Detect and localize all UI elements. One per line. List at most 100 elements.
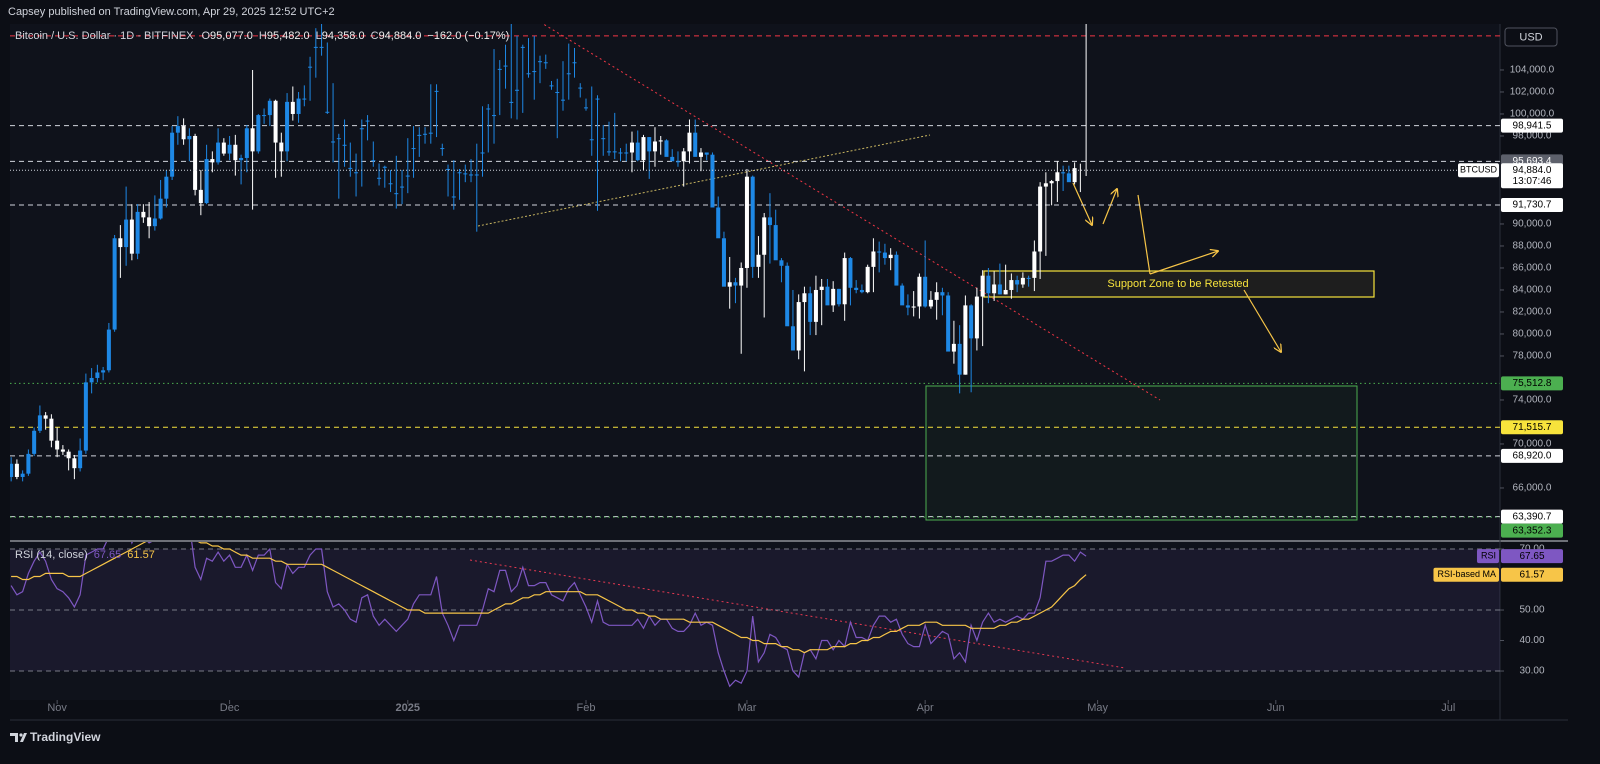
candle-body bbox=[147, 217, 152, 227]
candle-body bbox=[572, 62, 577, 64]
price-pane bbox=[10, 24, 1500, 540]
candle-body bbox=[83, 382, 88, 451]
candle-body bbox=[417, 134, 422, 136]
legend-value: 95,482.0 bbox=[267, 30, 310, 42]
candle-body bbox=[750, 176, 755, 267]
candle-body bbox=[302, 98, 307, 100]
candle-body bbox=[457, 172, 462, 174]
arrow bbox=[1137, 194, 1151, 275]
candle-body bbox=[313, 46, 318, 48]
candle-body bbox=[693, 132, 698, 157]
y-tick-label: 74,000.0 bbox=[1513, 395, 1552, 406]
x-tick-label: Dec bbox=[220, 702, 240, 714]
candle-body bbox=[158, 198, 163, 219]
candle-body bbox=[187, 135, 192, 140]
candle-body bbox=[946, 295, 951, 352]
candle-body bbox=[905, 305, 910, 308]
candle-body bbox=[221, 142, 226, 154]
candle-body bbox=[118, 238, 123, 248]
candle-body bbox=[1066, 173, 1071, 183]
candle-body bbox=[859, 289, 864, 293]
level-label-box bbox=[1501, 376, 1563, 391]
x-tick-label: Feb bbox=[577, 702, 596, 714]
candle-body bbox=[923, 276, 928, 307]
candle-body bbox=[940, 292, 945, 296]
x-tick-label: Jun bbox=[1267, 702, 1285, 714]
candle-body bbox=[779, 260, 784, 266]
currency: USD bbox=[1519, 31, 1542, 43]
candle-body bbox=[359, 128, 364, 130]
level-label: 71,515.7 bbox=[1513, 422, 1552, 433]
candle-body bbox=[365, 120, 370, 122]
candle-body bbox=[382, 166, 387, 168]
candle-body bbox=[348, 167, 353, 169]
trendline bbox=[542, 24, 1161, 401]
candle-body bbox=[32, 430, 37, 454]
symbol-tag: BTCUSD bbox=[1460, 165, 1498, 175]
y-tick-label: 100,000.0 bbox=[1510, 109, 1555, 120]
candle-body bbox=[1049, 181, 1054, 184]
rsi-legend-value: 61.57 bbox=[127, 549, 155, 561]
candle-body bbox=[882, 252, 887, 259]
candle-body bbox=[66, 451, 71, 459]
currency-box bbox=[1504, 27, 1558, 47]
x-tick-label: Jul bbox=[1441, 702, 1455, 714]
candle-body bbox=[509, 101, 514, 103]
y-tick-label: 102,000.0 bbox=[1510, 87, 1555, 98]
candle-body bbox=[129, 219, 134, 254]
rsi-tag-box bbox=[1433, 567, 1499, 582]
candle-body bbox=[951, 343, 956, 352]
candle-body bbox=[204, 159, 209, 204]
x-tick-label: Nov bbox=[47, 702, 67, 714]
level-label-box bbox=[1501, 509, 1563, 524]
candle-body bbox=[681, 151, 686, 162]
candle-body bbox=[198, 189, 203, 204]
candle-body bbox=[877, 251, 882, 253]
level-label: 63,352.3 bbox=[1513, 525, 1552, 536]
rsi-band bbox=[10, 549, 1500, 672]
candle-body bbox=[26, 453, 31, 474]
logo-icon bbox=[10, 733, 27, 742]
candle-body bbox=[762, 217, 767, 255]
candle-body bbox=[451, 196, 456, 198]
legend-key: O bbox=[201, 30, 210, 42]
candle-body bbox=[670, 156, 675, 162]
candle-body bbox=[1032, 251, 1037, 278]
candle-body bbox=[239, 157, 244, 161]
candle-body bbox=[10, 463, 14, 477]
candle-body bbox=[813, 289, 818, 322]
rsi-axis: 70.00 50.00 40.00 30.00 bbox=[1500, 544, 1545, 677]
rsi-legend-value: 67.65 bbox=[94, 549, 122, 561]
candle-body bbox=[112, 238, 117, 330]
legend-value: 94,884.0 bbox=[379, 30, 422, 42]
level-label: 91,730.7 bbox=[1513, 200, 1552, 211]
candle-body bbox=[744, 176, 749, 268]
candle-body bbox=[405, 175, 410, 177]
rsi-lines bbox=[10, 542, 1087, 688]
candle-body bbox=[1009, 280, 1014, 290]
arrow bbox=[1072, 182, 1092, 225]
candle-body bbox=[285, 101, 290, 152]
rsi-tag-box bbox=[1476, 549, 1499, 564]
candle-body bbox=[95, 372, 100, 378]
candle-body bbox=[371, 160, 376, 162]
price-axis: 104,000.0 102,000.0 100,000.0 98,000.0 90,00… bbox=[1500, 65, 1555, 494]
candle-body bbox=[894, 254, 899, 286]
candle-body bbox=[871, 251, 876, 267]
candle-body bbox=[606, 151, 612, 153]
candle-body bbox=[175, 126, 180, 133]
candle-body bbox=[888, 254, 893, 259]
candle-body bbox=[106, 329, 111, 371]
legend-key: C bbox=[371, 30, 379, 42]
candle-body bbox=[503, 65, 508, 67]
candle-body bbox=[101, 370, 106, 373]
candle-body bbox=[89, 377, 94, 383]
candle-body bbox=[1003, 289, 1008, 295]
y-tick-label: 70,000.0 bbox=[1513, 439, 1552, 450]
legend-key: H bbox=[259, 30, 267, 42]
candle-body bbox=[135, 211, 140, 254]
candle-body bbox=[796, 302, 801, 351]
candle-body bbox=[141, 211, 146, 218]
candle-body bbox=[49, 418, 54, 441]
x-tick-label: Apr bbox=[917, 702, 934, 714]
